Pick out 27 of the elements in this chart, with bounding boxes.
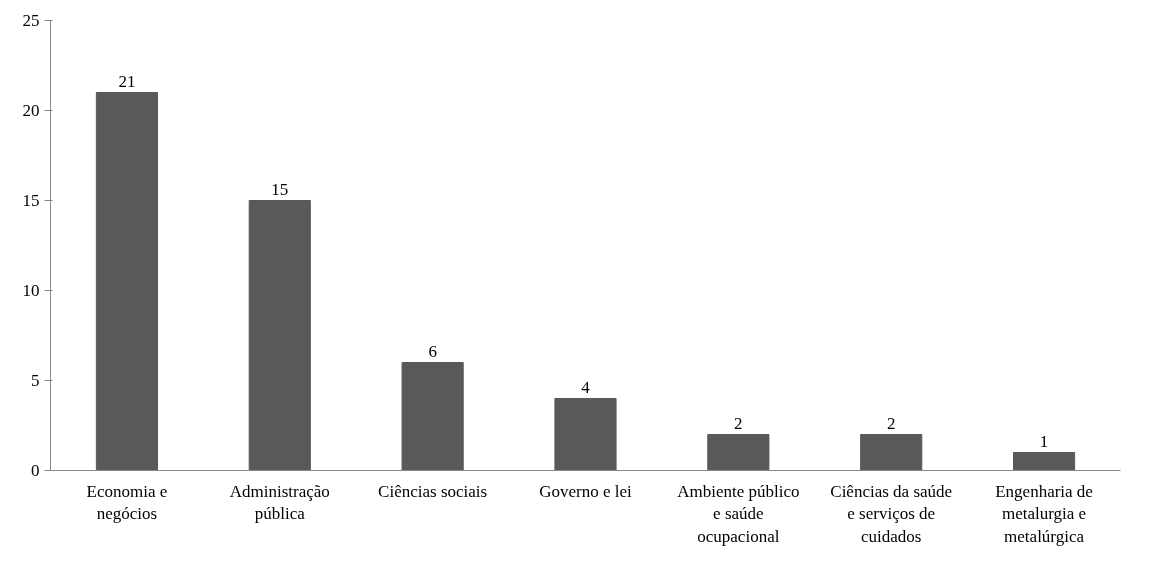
data-label: 2 <box>734 413 743 433</box>
x-tick-label: Ciências sociais <box>378 481 488 501</box>
y-tick-label: 0 <box>31 461 40 480</box>
y-tick-label: 5 <box>31 371 40 390</box>
data-label: 4 <box>581 377 591 397</box>
x-tick-label: Engenharia de metalurgia e metalúrgica <box>995 481 1093 547</box>
x-tick-label: Economia e negócios <box>86 481 168 524</box>
x-tick-label: Administração pública <box>229 481 330 524</box>
y-tick-label: 20 <box>22 101 40 120</box>
y-tick-label: 15 <box>22 191 40 210</box>
data-label: 1 <box>1039 431 1049 451</box>
data-label: 2 <box>886 413 896 433</box>
data-label: 6 <box>428 341 437 361</box>
bar <box>707 434 770 471</box>
x-tick-label: Ambiente público e saúde ocupacional <box>677 481 800 547</box>
y-tick-label: 25 <box>22 11 40 30</box>
bar <box>95 92 158 471</box>
x-tick-label: Governo e lei <box>539 481 633 501</box>
bar <box>1013 452 1076 471</box>
bar <box>860 434 923 471</box>
bar <box>248 200 311 471</box>
bar <box>401 362 464 471</box>
x-tick-label: Ciências da saúde e serviços de cuidados <box>830 481 953 547</box>
y-tick-label: 10 <box>22 281 40 300</box>
bar <box>554 398 617 471</box>
data-label: 21 <box>118 71 136 91</box>
data-label: 15 <box>271 179 289 199</box>
